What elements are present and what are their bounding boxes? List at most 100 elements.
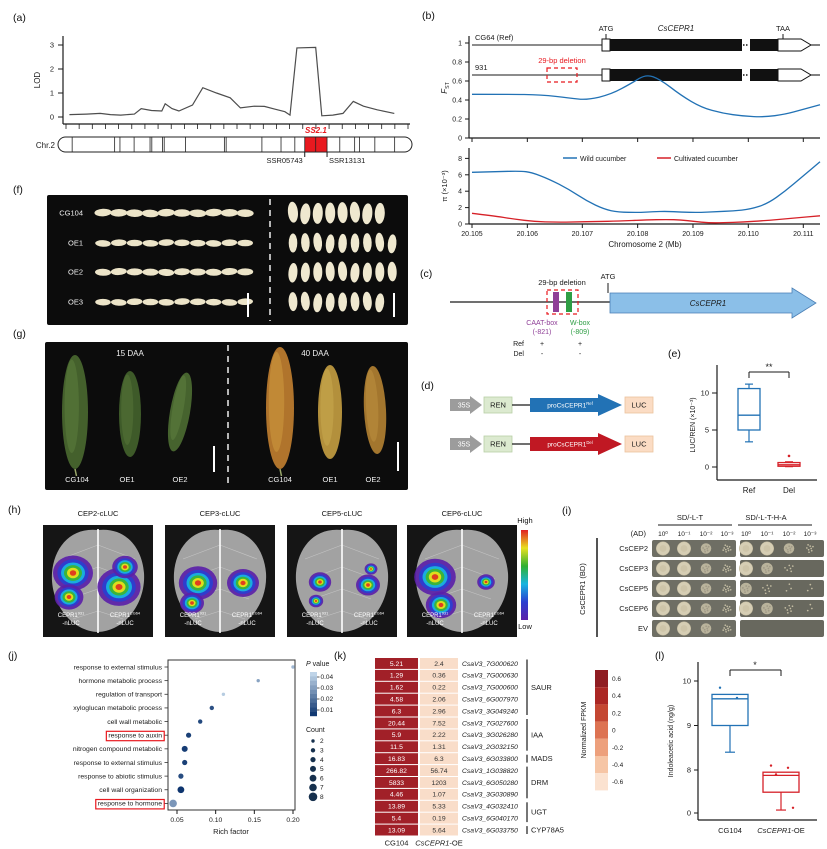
fruit-label: OE1: [322, 475, 337, 484]
fruit-highlight: [320, 368, 334, 446]
plate-strip: [740, 620, 824, 637]
count-tick-label: 8: [320, 794, 324, 801]
seed: [158, 239, 174, 246]
heat-cell-high: [375, 777, 418, 788]
yeast-grain: [704, 550, 707, 553]
category-label: Ref: [743, 486, 756, 495]
seed: [300, 262, 310, 283]
data-point: [718, 686, 722, 689]
intensity-colorbar: [521, 530, 528, 620]
x-tick-label: 20.110: [738, 231, 759, 238]
yeast-colony-dot: [809, 603, 812, 606]
gene-family-label: SAUR: [531, 683, 552, 692]
yeast-spot-core: [659, 545, 667, 552]
pvalue-colorbar-segment: [310, 685, 317, 690]
y-tick-label: 9: [687, 721, 691, 730]
x-tick-label: 20.105: [461, 231, 483, 238]
y-tick-label: 2: [50, 65, 54, 74]
fpkm-value: 1.29: [390, 673, 403, 680]
atg-label: ATG: [599, 24, 614, 33]
leaf-image: CEPR1931 -nLUC CEPR1CG64 -nLUC: [43, 525, 153, 637]
deletion-label: 29-bp deletion: [538, 278, 586, 287]
go-term-label: response to external stimulus: [74, 664, 163, 671]
gene-name: CsCEPR1: [658, 24, 694, 33]
yeast-grain: [703, 548, 706, 551]
go-term-label: response to external stimulus: [74, 760, 163, 767]
yeast-spot-core: [659, 605, 667, 612]
fpkm-value: 4.58: [390, 697, 403, 704]
yeast-colony-dot: [728, 605, 731, 608]
gene-family-label: CYP78A5: [531, 826, 564, 835]
fpkm-value: 0.36: [432, 673, 445, 680]
yeast-grain: [764, 568, 767, 571]
taa-label: TAA: [776, 24, 790, 33]
fst-tick-label: 0.4: [452, 98, 462, 105]
seed: [312, 202, 323, 224]
fruit-highlight: [365, 369, 379, 442]
row-label: OE1: [68, 239, 83, 248]
yeast-grain: [706, 587, 709, 590]
fruit-stem: [74, 468, 78, 477]
seed: [374, 202, 385, 224]
genotype-label: CG64 (Ref): [475, 33, 514, 42]
gene-id: CsaV3_7G027600: [462, 720, 518, 727]
heat-cell-low: [420, 729, 458, 741]
heat-cell-low: [420, 788, 458, 800]
pi-tick-label: 8: [458, 156, 462, 163]
colorbar-tick-label: -0.4: [612, 762, 624, 769]
seed: [362, 262, 372, 283]
pvalue-colorbar-segment: [310, 680, 317, 686]
seed: [126, 298, 143, 306]
scale-bar: [393, 293, 395, 317]
seed: [95, 240, 111, 247]
box: [762, 771, 800, 793]
significance-marker: **: [765, 362, 773, 372]
yeast-colony-dot: [769, 585, 772, 587]
seed: [221, 239, 238, 247]
leaf-vein: [341, 588, 372, 600]
yeast-colony-dot: [729, 608, 732, 611]
fpkm-value: 0.22: [432, 685, 445, 692]
fruit-highlight: [64, 359, 79, 454]
yeast-spot-core: [680, 585, 688, 592]
seed: [95, 298, 111, 306]
yeast-grain: [746, 587, 749, 590]
yeast-colony-dot: [722, 549, 725, 551]
seed: [350, 233, 360, 253]
gene-id: CsaV3_3G030890: [462, 792, 518, 799]
fst-tick-label: 0: [458, 136, 462, 143]
leaf-image: CEPR1931 -nLUC CEPR1CG64 -nLUC: [165, 525, 275, 637]
yeast-grain: [706, 549, 709, 552]
yeast-colony-dot: [723, 567, 726, 569]
dilution-label: 10⁻³: [721, 531, 735, 538]
yeast-grain: [702, 587, 705, 589]
prey-label: CsCEP6: [619, 604, 648, 613]
fpkm-value: 4.46: [390, 792, 403, 799]
leaf-vein: [316, 610, 343, 620]
chromosome-label: Chr.2: [36, 141, 56, 150]
yeast-colony-dot: [724, 548, 727, 551]
prey-label: CsCEP5: [619, 584, 648, 593]
prey-label: CsCEP2: [619, 544, 648, 553]
w-box-element: [566, 292, 572, 312]
pvalue-tick-label: 0.04: [321, 674, 334, 681]
yeast-grain: [706, 547, 709, 550]
gene-id: CsaV3_1G038820: [462, 768, 518, 775]
pi-tick-label: 2: [458, 205, 462, 212]
x-axis-label: Rich factor: [213, 827, 249, 836]
leaf-vein: [72, 610, 99, 620]
panel-label-g: (g): [13, 328, 26, 340]
yeast-colony-dot: [729, 628, 732, 631]
yeast-colony-dot: [788, 583, 791, 586]
y-axis-label: Indoleacetic acid (ng/g): [668, 705, 675, 777]
yeast-colony-dot: [785, 589, 788, 592]
data-point: [198, 719, 203, 724]
luminescence-blob: [366, 583, 370, 587]
leaf-vein: [194, 610, 221, 620]
yeast-grain: [789, 549, 792, 552]
colorbar-tick-label: 0.6: [612, 676, 621, 683]
seed: [337, 261, 348, 281]
yeast-colony-dot: [808, 551, 810, 554]
pvalue-colorbar-segment: [310, 698, 317, 703]
y-axis-label: LOD: [33, 72, 42, 89]
